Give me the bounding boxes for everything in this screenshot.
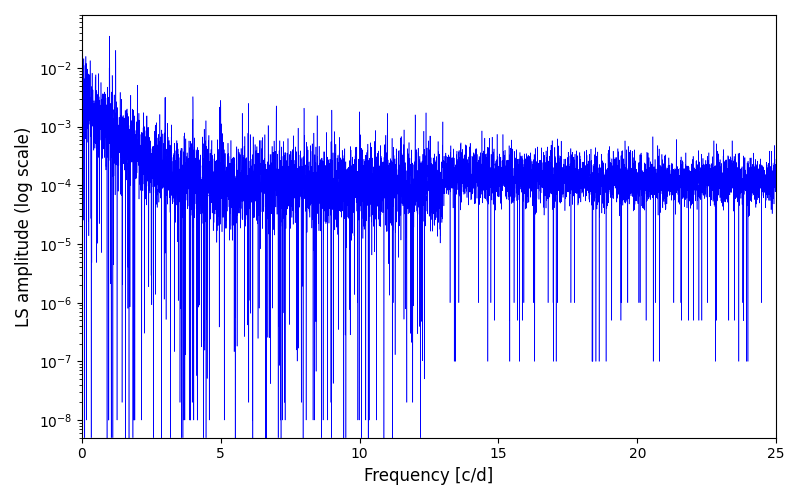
Y-axis label: LS amplitude (log scale): LS amplitude (log scale) <box>15 126 33 326</box>
X-axis label: Frequency [c/d]: Frequency [c/d] <box>364 467 494 485</box>
